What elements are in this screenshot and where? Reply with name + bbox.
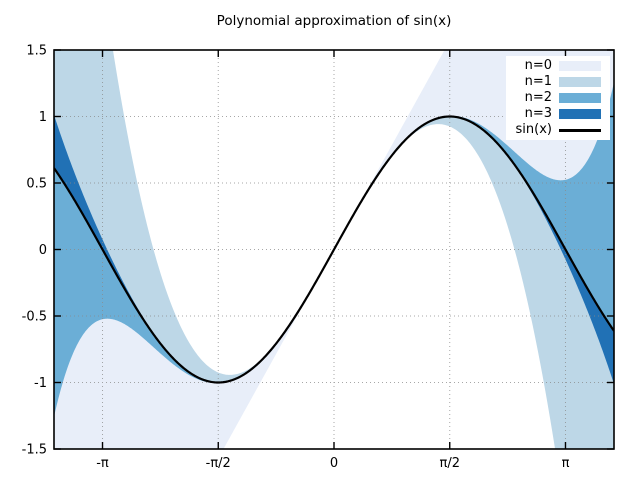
legend-label: n=3 xyxy=(524,106,552,121)
x-tick-label: 0 xyxy=(330,456,338,471)
legend-entry: n=0 xyxy=(506,58,610,74)
y-tick-label: 0 xyxy=(39,243,47,258)
legend-swatch xyxy=(559,77,601,87)
y-tick-label: 0.5 xyxy=(26,177,47,192)
legend-label: sin(x) xyxy=(515,122,552,137)
legend-swatch xyxy=(559,93,601,103)
y-tick-label: -1 xyxy=(34,376,47,391)
legend-entry: n=2 xyxy=(506,90,610,106)
tick-labels: -π -π/2 0 π/2 π -1.5 -1 -0.5 0 0.5 1 1.5 xyxy=(22,44,570,472)
x-tick-label: -π/2 xyxy=(206,456,231,471)
sin-curve xyxy=(54,115,614,384)
band-n=1 xyxy=(54,50,614,449)
y-tick-label: 1 xyxy=(39,110,47,125)
legend-label: n=2 xyxy=(524,90,552,105)
x-tick-label: π/2 xyxy=(440,456,460,471)
x-tick-label: -π xyxy=(96,456,109,471)
tick-marks xyxy=(54,49,614,450)
legend-swatch xyxy=(559,109,601,119)
legend-entry: n=3 xyxy=(506,106,610,122)
y-tick-label: 1.5 xyxy=(26,44,47,59)
legend-swatch xyxy=(559,61,601,71)
x-tick-label: π xyxy=(562,456,570,471)
legend-entry: sin(x) xyxy=(506,122,610,138)
y-tick-label: -1.5 xyxy=(22,443,47,458)
legend: n=0 n=1 n=2 n=3 sin(x) xyxy=(506,56,610,140)
legend-entry: n=1 xyxy=(506,74,610,90)
legend-label: n=0 xyxy=(524,58,552,73)
legend-label: n=1 xyxy=(524,74,552,89)
chart-title: Polynomial approximation of sin(x) xyxy=(216,13,452,29)
legend-line-sample xyxy=(559,128,601,132)
y-tick-label: -0.5 xyxy=(22,310,47,325)
